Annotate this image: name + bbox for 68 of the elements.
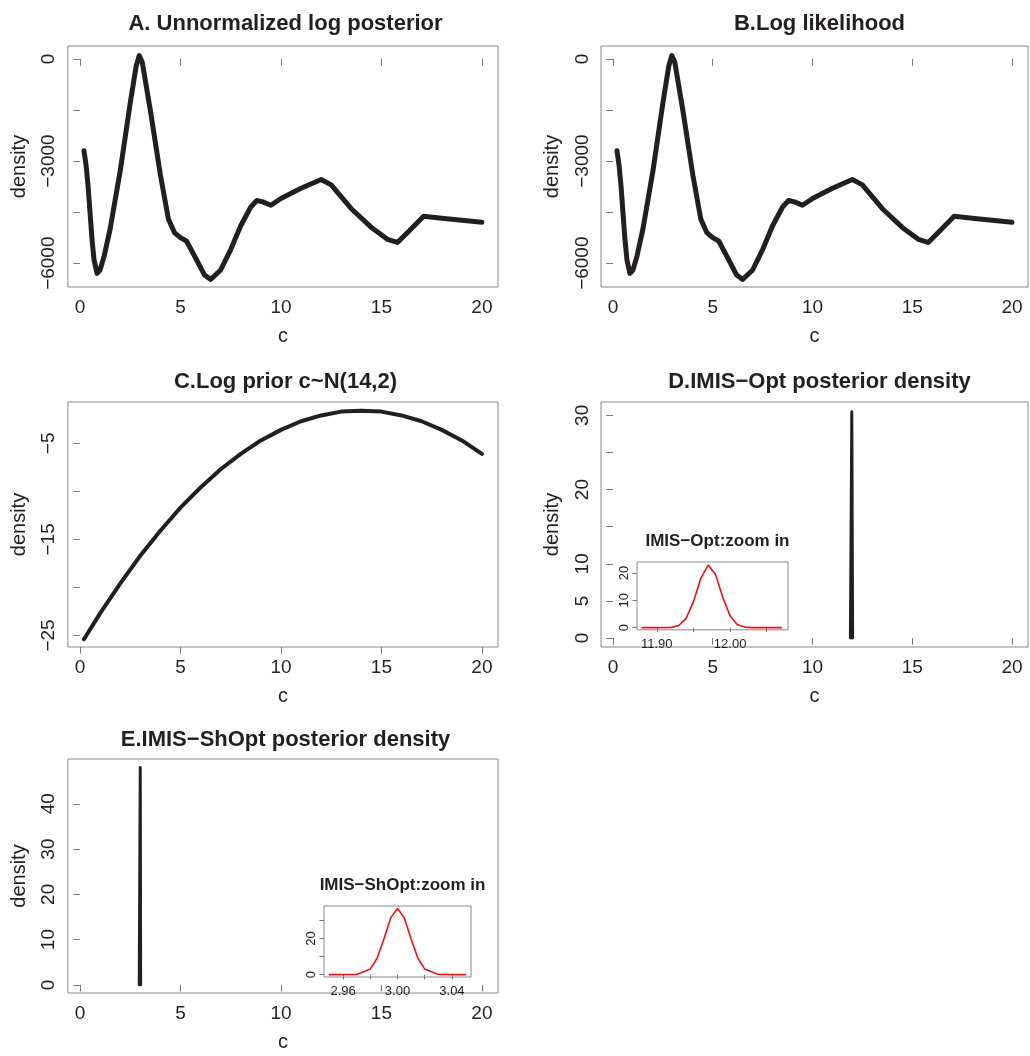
x-tick-label: 3.00 (384, 983, 411, 999)
chart-title: B.Log likelihood (733, 9, 906, 35)
y-axis-title: density (7, 492, 29, 557)
y-tick-label: 20 (37, 883, 59, 905)
x-tick-label: 15 (901, 656, 923, 678)
x-tick-label: 0 (74, 656, 86, 678)
x-tick-label: 20 (1001, 656, 1023, 678)
y-tick-label: 0 (570, 53, 592, 65)
y-tick-label: −3000 (37, 134, 59, 188)
y-tick-label: 5 (570, 595, 592, 607)
x-tick-label: 20 (471, 296, 493, 318)
chart-title: C.Log prior c~N(14,2) (173, 367, 398, 393)
line-series (81, 408, 484, 642)
x-tick-label: 5 (707, 296, 719, 318)
x-tick-label: 20 (471, 1002, 493, 1024)
x-tick-label: 5 (175, 296, 186, 318)
chart-title: IMIS−Opt:zoom in (645, 531, 790, 550)
x-tick-label: 10 (270, 296, 292, 318)
x-tick-label: 20 (471, 656, 493, 678)
x-tick-label: 10 (801, 656, 824, 678)
y-tick-label: 0 (37, 53, 59, 65)
x-tick-label: 10 (270, 656, 292, 678)
x-tick-label: 12.00 (713, 636, 747, 651)
y-tick-label: −3000 (570, 134, 592, 188)
y-axis-title: density (540, 134, 563, 199)
y-tick-label: 10 (570, 553, 592, 575)
chart-title: E.IMIS−ShOpt posterior density (120, 725, 451, 751)
chart-title: D.IMIS−Opt posterior density (668, 367, 972, 393)
y-tick-label: −25 (37, 619, 59, 652)
chart-title: A. Unnormalized log posterior (128, 9, 443, 35)
x-tick-label: 11.90 (641, 636, 673, 651)
y-tick-label: −6000 (37, 236, 59, 290)
x-tick-label: 15 (370, 656, 392, 678)
y-tick-label: 30 (570, 404, 592, 426)
x-tick-label: 15 (901, 296, 923, 318)
x-tick-label: 10 (270, 1002, 292, 1024)
x-axis-title: c (277, 684, 288, 706)
x-tick-label: 2.96 (330, 983, 356, 999)
x-tick-label: 5 (175, 656, 186, 678)
x-axis-title: c (277, 324, 288, 346)
x-tick-label: 3.04 (439, 983, 465, 999)
x-tick-label: 10 (801, 296, 824, 318)
y-tick-label: 10 (615, 593, 631, 608)
x-axis-title: c (277, 1030, 288, 1052)
x-axis-title: c (809, 684, 820, 706)
y-tick-label: 0 (615, 624, 631, 632)
x-axis-title: c (809, 324, 820, 346)
x-tick-label: 15 (370, 296, 392, 318)
chart-title: IMIS−ShOpt:zoom in (319, 875, 486, 894)
y-tick-label: −6000 (570, 236, 592, 290)
x-tick-label: 15 (370, 1002, 392, 1024)
y-axis-title: density (7, 134, 29, 199)
x-tick-label: 5 (707, 656, 719, 678)
y-axis-title: density (7, 844, 29, 908)
y-axis-title: density (540, 492, 563, 557)
line-series (641, 564, 783, 629)
line-series (328, 907, 467, 976)
y-tick-label: 30 (37, 838, 59, 860)
x-tick-label: 0 (74, 1002, 86, 1024)
y-tick-label: 40 (37, 793, 59, 815)
x-tick-label: 0 (74, 296, 86, 318)
y-tick-label: 10 (37, 929, 59, 951)
y-tick-label: −5 (37, 432, 59, 455)
x-tick-label: 20 (1001, 296, 1023, 318)
x-tick-label: 5 (175, 1002, 186, 1024)
y-tick-label: 20 (615, 565, 631, 581)
y-tick-label: −15 (37, 523, 59, 556)
y-tick-label: 20 (570, 479, 592, 501)
